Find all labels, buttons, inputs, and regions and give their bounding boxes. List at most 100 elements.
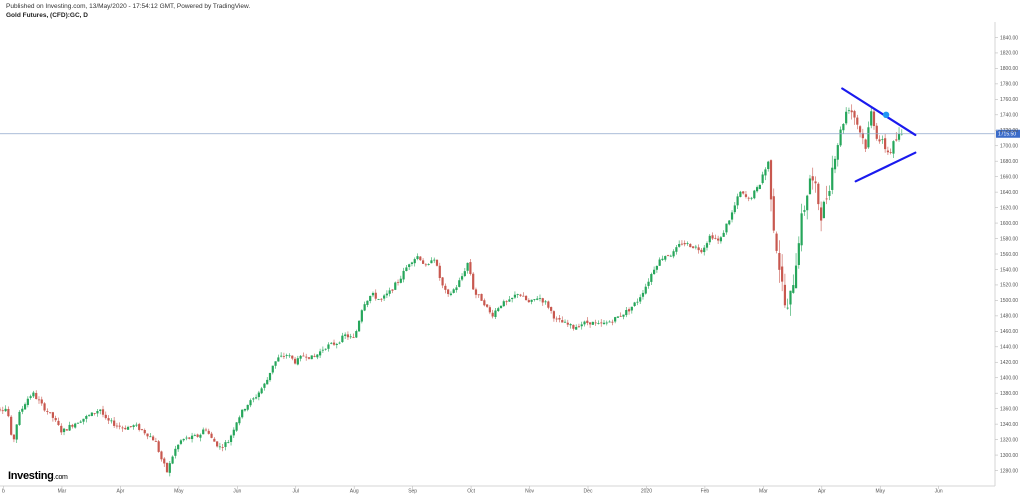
candle-body	[104, 414, 107, 419]
candle	[352, 333, 355, 339]
candle-body	[171, 456, 174, 464]
candle	[586, 317, 589, 326]
candle	[558, 314, 561, 323]
candle	[54, 415, 57, 422]
candle	[522, 292, 525, 297]
candle-body	[413, 259, 416, 264]
candle	[552, 310, 556, 322]
candle-body	[140, 429, 144, 431]
candle-body	[335, 343, 338, 345]
y-tick-label: 1580.00	[1000, 236, 1018, 242]
candle	[213, 437, 216, 442]
candle	[466, 262, 469, 274]
x-tick-label: Sep	[408, 489, 417, 494]
candle-body	[85, 416, 88, 419]
candle	[733, 201, 736, 215]
candle	[37, 396, 41, 404]
candle	[653, 266, 656, 275]
candle	[143, 428, 146, 436]
candle	[614, 316, 617, 324]
candle-body	[524, 295, 528, 301]
candle-body	[881, 139, 884, 141]
candle	[705, 241, 709, 251]
last-price-label: 1715.50	[998, 132, 1016, 138]
candle	[630, 306, 633, 314]
candle	[444, 283, 447, 294]
candle-body	[330, 342, 333, 344]
candle	[32, 390, 35, 398]
candle-body	[588, 322, 592, 325]
candle-body	[160, 451, 163, 460]
candle-body	[341, 335, 344, 343]
y-tick-label: 1360.00	[1000, 406, 1018, 412]
candle	[825, 185, 828, 205]
candle-body	[878, 139, 881, 142]
candle-body	[346, 334, 350, 338]
candle-body	[210, 433, 213, 438]
candle-body	[856, 117, 859, 125]
candle	[126, 425, 130, 430]
candle-body	[452, 289, 455, 293]
chart-overlays: 1715.50	[0, 87, 1020, 183]
candle	[658, 257, 661, 267]
candle-body	[46, 410, 49, 412]
candle-body	[37, 399, 41, 401]
candle-body	[884, 138, 887, 150]
y-tick-label: 1300.00	[1000, 453, 1018, 459]
candle-body	[463, 271, 466, 277]
candle	[101, 405, 105, 418]
candle	[374, 289, 377, 301]
candle	[497, 306, 500, 312]
candle-body	[864, 139, 867, 149]
candle	[447, 288, 450, 297]
candle-body	[781, 266, 784, 282]
candle	[15, 424, 18, 443]
candle-body	[213, 438, 216, 442]
candle-body	[597, 323, 600, 324]
candle-body	[753, 190, 756, 199]
candle	[477, 294, 480, 298]
candle	[26, 396, 29, 408]
candle	[575, 324, 578, 330]
candle	[260, 386, 263, 395]
candle-body	[227, 442, 230, 444]
candle	[664, 255, 667, 262]
candle	[602, 319, 606, 325]
candle	[288, 353, 291, 358]
candle	[310, 355, 313, 360]
candle	[563, 319, 567, 323]
candle	[769, 159, 773, 212]
candle	[396, 279, 400, 286]
candle-body	[722, 232, 725, 237]
candle-body	[254, 397, 258, 399]
candle-body	[363, 304, 366, 311]
candle	[51, 411, 55, 422]
candle	[160, 450, 163, 462]
candle-body	[96, 411, 99, 414]
candle	[71, 423, 74, 429]
candle	[839, 126, 842, 148]
candle	[644, 283, 647, 295]
candle-body	[755, 187, 759, 192]
candle	[291, 355, 294, 361]
candle	[502, 299, 505, 307]
x-tick-label: May	[174, 489, 184, 494]
candle-body	[870, 111, 873, 126]
candle-body	[714, 237, 717, 239]
candle-body	[842, 123, 845, 131]
candle	[266, 377, 269, 385]
candle	[533, 299, 536, 302]
candle	[316, 354, 319, 360]
candle-body	[154, 441, 157, 442]
candle-body	[530, 299, 533, 302]
candle	[349, 333, 352, 339]
candle	[210, 431, 213, 439]
candle-body	[708, 235, 711, 243]
candle-body	[750, 197, 753, 199]
candle	[232, 427, 235, 439]
candle	[675, 244, 678, 255]
candle-body	[853, 111, 856, 118]
candle	[90, 412, 93, 417]
candle	[377, 298, 380, 300]
